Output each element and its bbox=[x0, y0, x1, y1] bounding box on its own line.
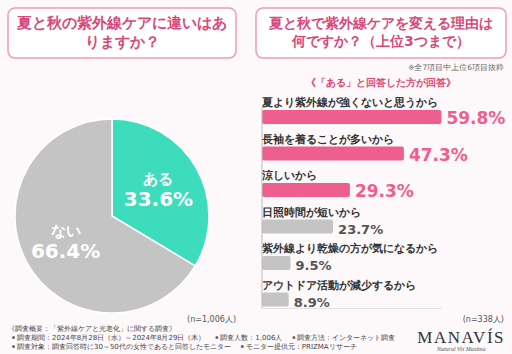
pie-slice bbox=[15, 119, 195, 313]
axis-line bbox=[262, 108, 263, 309]
bar-subtitle: ※全7項目中上位6項目抜粋 bbox=[408, 63, 504, 72]
axis-line bbox=[262, 308, 442, 309]
bullet bbox=[12, 345, 15, 348]
title-box bbox=[8, 8, 236, 58]
sample-size: (n=338人) bbox=[463, 315, 504, 324]
footer-item: 調査対象：調査回答時に30～50代の女性であると回答したモニター bbox=[17, 343, 231, 351]
bar bbox=[262, 110, 441, 124]
footer-item: モニター提供元：PRIZMAリサーチ bbox=[246, 343, 357, 351]
footer-item: 調査方法：インターネット調査 bbox=[297, 334, 395, 342]
slice-label: ある bbox=[143, 170, 173, 188]
sample-size: (n=1,006人) bbox=[187, 315, 236, 324]
bar-category: 紫外線より乾燥の方が気になるから bbox=[261, 242, 438, 255]
footer-item: 調査期間：2024年8月28日（水）～2024年8月29日（木） bbox=[17, 334, 205, 342]
bar bbox=[262, 220, 333, 234]
bar-value: 8.9% bbox=[294, 295, 330, 310]
title-box bbox=[256, 8, 506, 58]
bars bbox=[262, 110, 441, 307]
bullet bbox=[12, 336, 15, 339]
bar-note: 《「ある」と回答した方が回答》 bbox=[306, 77, 456, 88]
slice-value: 66.4% bbox=[31, 239, 100, 263]
bar-category: アウトドア活動が減少するから bbox=[262, 279, 416, 292]
bar-title: 夏と秋で紫外線ケアを変える理由は何ですか？（上位3つまで） bbox=[268, 15, 493, 49]
bar bbox=[262, 147, 404, 161]
footer-heading: 《調査概要：「紫外線ケアと光老化」に関する調査》 bbox=[8, 325, 176, 333]
slice-value: 33.6% bbox=[124, 187, 193, 211]
logo: MANAVÍS bbox=[417, 328, 505, 347]
bar bbox=[262, 183, 350, 197]
bar-category: 長袖を着ることが多いから bbox=[261, 133, 394, 146]
bar-value: 59.8% bbox=[446, 108, 505, 128]
bar-value: 47.3% bbox=[409, 145, 468, 165]
slice-label: ない bbox=[51, 222, 81, 240]
bar-value: 23.7% bbox=[338, 222, 383, 237]
bullet bbox=[292, 336, 295, 339]
text-line: 夏と秋の紫外線ケアに違いはあ bbox=[16, 14, 227, 32]
text-line: 何ですか？（上位3つまで） bbox=[291, 33, 469, 49]
bar-value: 29.3% bbox=[355, 181, 414, 201]
pie bbox=[15, 119, 209, 313]
infographic: 夏と秋の紫外線ケアに違いはありますか？ ある33.6% ない66.4% (n=1,00… bbox=[0, 0, 512, 354]
pie-title: 夏と秋の紫外線ケアに違いはありますか？ bbox=[16, 14, 227, 51]
bar bbox=[262, 293, 289, 307]
bar-category: 日照時間が短いから bbox=[262, 206, 361, 219]
text-line: 夏と秋で紫外線ケアを変える理由は bbox=[268, 15, 493, 31]
bar bbox=[262, 256, 291, 270]
footer-item: 調査人数：1,006人 bbox=[220, 334, 282, 342]
bullet bbox=[215, 336, 218, 339]
bullet bbox=[241, 345, 244, 348]
logo-tagline: Natural Vis Maxima bbox=[436, 346, 486, 352]
bar-category: 涼しいから bbox=[261, 169, 317, 182]
bar-category: 夏より紫外線が強くないと思うから bbox=[261, 96, 438, 109]
bar-value: 9.5% bbox=[296, 258, 332, 273]
text-line: りますか？ bbox=[85, 33, 160, 51]
